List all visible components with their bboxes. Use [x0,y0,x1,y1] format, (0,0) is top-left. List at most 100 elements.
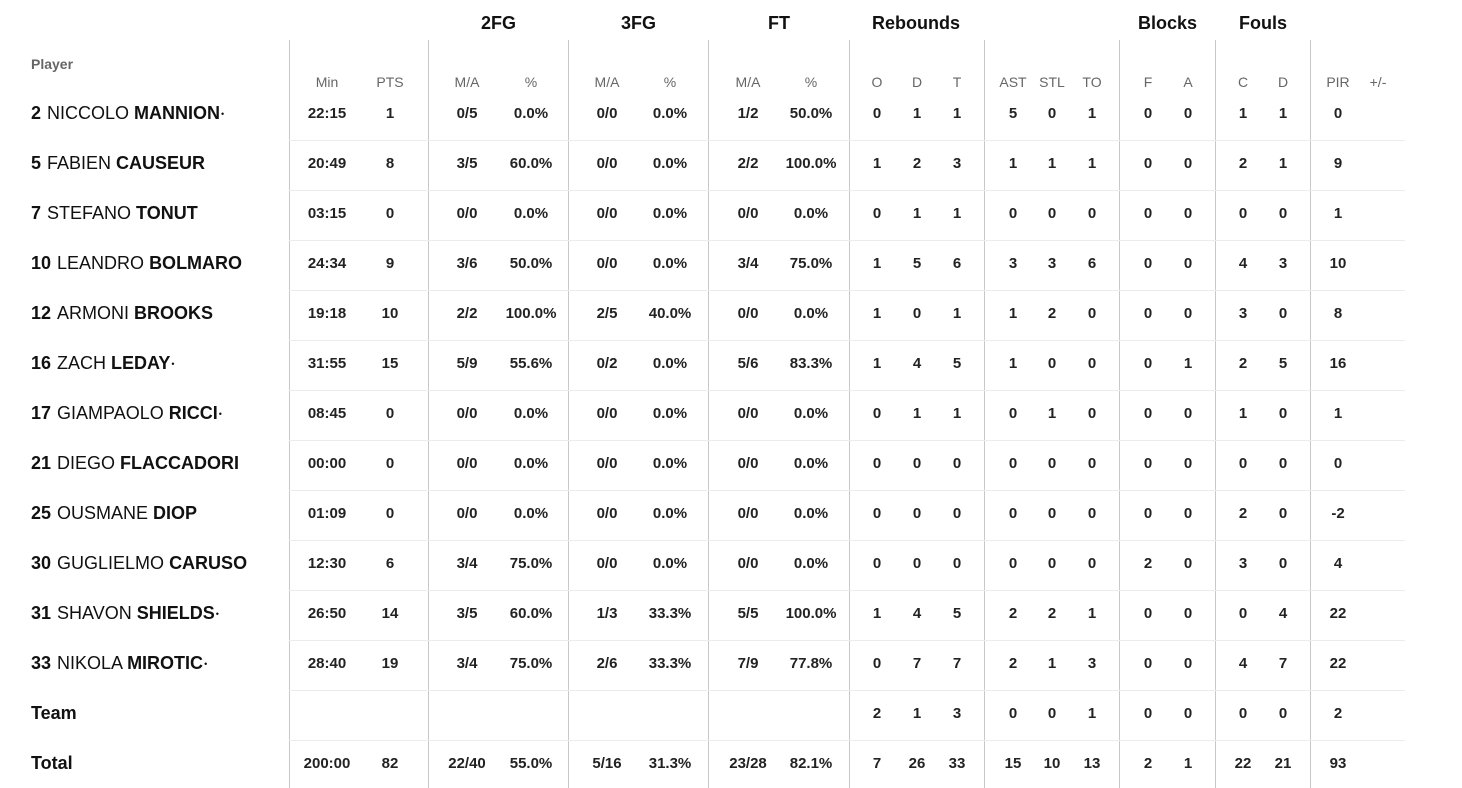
stat-cell: 0 [1333,455,1343,472]
stat-cell: 0/0 [596,255,618,272]
stat-cell: 0 [1143,605,1153,622]
stat-cell: 0 [1183,605,1193,622]
stat-cell: 0 [1047,555,1057,572]
stat-cell: 0.0% [793,555,829,572]
player-name[interactable]: 2 NICCOLO MANNION• [31,103,224,124]
stat-cell: 0/0 [596,405,618,422]
column-divider [289,40,290,788]
stat-cell: 0 [385,505,395,522]
stat-cell: 33 [948,755,966,772]
stat-cell: 4 [1238,255,1248,272]
player-last-name: BOLMARO [149,253,243,273]
stat-cell: 75.0% [789,255,833,272]
stat-cell: 0 [1183,505,1193,522]
column-header: T [952,74,962,90]
stat-cell: 0 [1143,155,1153,172]
player-name[interactable]: 21 DIEGO FLACCADORI [31,453,239,474]
total-row-label: Total [31,753,73,773]
stat-cell: 1 [912,705,922,722]
stat-cell: 0 [1333,105,1343,122]
stat-cell: 3 [1238,555,1248,572]
stat-cell: 7 [952,655,962,672]
player-last-name: FLACCADORI [120,453,240,473]
stat-cell: 0 [1238,605,1248,622]
player-last-name: MIROTIC [127,653,204,673]
player-name[interactable]: 31 SHAVON SHIELDS• [31,603,219,624]
stat-cell: 1 [1047,655,1057,672]
stat-cell: 0 [385,405,395,422]
stat-cell: 0 [912,555,922,572]
jersey-number: 12 [31,303,52,323]
stat-cell: 0 [385,455,395,472]
player-name[interactable]: 10 LEANDRO BOLMARO [31,253,242,274]
stat-cell: 0.0% [793,505,829,522]
stat-cell: 1 [872,355,882,372]
player-name[interactable]: 16 ZACH LEDAY• [31,353,175,374]
row-divider [289,740,1405,741]
stat-cell: 93 [1329,755,1347,772]
stat-cell: 0/0 [737,455,759,472]
column-header: F [1143,74,1153,90]
stat-cell: 26 [908,755,926,772]
player-name[interactable]: 25 OUSMANE DIOP [31,503,197,524]
stat-cell: 4 [912,605,922,622]
stat-cell: 0 [1278,405,1288,422]
stat-cell: 2 [1238,505,1248,522]
starter-marker-icon: • [171,359,175,370]
stat-cell: 0 [1143,505,1153,522]
stat-cell: 0 [1238,205,1248,222]
stat-cell: 2 [1238,355,1248,372]
column-header: PIR [1326,74,1350,90]
stat-cell: 1 [912,205,922,222]
stat-cell: -2 [1331,505,1345,522]
stat-cell: 2/2 [456,305,478,322]
row-divider [289,440,1405,441]
stat-cell: 10 [381,305,399,322]
player-name[interactable]: 5 FABIEN CAUSEUR [31,153,205,174]
stat-cell: 0 [1047,705,1057,722]
column-header: % [524,74,538,90]
column-header: D [1277,74,1289,90]
stat-cell: 0/2 [596,355,618,372]
stat-cell: 1 [1087,605,1097,622]
column-divider [708,40,709,788]
stat-cell: 50.0% [509,255,553,272]
stat-cell: 1 [1183,755,1193,772]
player-first-name: STEFANO [47,203,137,223]
stat-cell: 75.0% [509,655,553,672]
row-divider [289,240,1405,241]
stat-cell: 4 [912,355,922,372]
stat-cell: 0 [1278,205,1288,222]
stat-cell: 8 [385,155,395,172]
stat-cell: 0 [872,505,882,522]
stat-cell: 3 [1278,255,1288,272]
stat-cell: 1 [1047,155,1057,172]
column-divider [568,40,569,788]
stat-cell: 1/3 [596,605,618,622]
player-name[interactable]: 12 ARMONI BROOKS [31,303,213,324]
stat-cell: 5/16 [592,755,622,772]
player-name[interactable]: 30 GUGLIELMO CARUSO [31,553,247,574]
stat-cell: 3 [1238,305,1248,322]
stat-cell: 19:18 [307,305,347,322]
stat-cell: 0 [1278,455,1288,472]
stat-cell: 0 [1008,455,1018,472]
stat-cell: 0 [1183,555,1193,572]
stat-cell: 0 [1047,505,1057,522]
stat-cell: 5 [912,255,922,272]
stat-cell: 0 [1238,705,1248,722]
stat-cell: 1 [872,305,882,322]
stat-cell: 16 [1329,355,1347,372]
stat-cell: 100.0% [785,605,837,622]
stat-cell: 82.1% [789,755,833,772]
stat-cell: 0 [1047,205,1057,222]
starter-marker-icon: • [221,109,225,120]
stat-cell: 0 [1008,505,1018,522]
player-name[interactable]: 7 STEFANO TONUT [31,203,198,224]
stat-cell: 2 [1238,155,1248,172]
stat-cell: 1 [1238,105,1248,122]
stat-cell: 0 [1183,455,1193,472]
player-name[interactable]: 17 GIAMPAOLO RICCI• [31,403,222,424]
stat-cell: 1 [1047,405,1057,422]
player-name[interactable]: 33 NIKOLA MIROTIC• [31,653,207,674]
